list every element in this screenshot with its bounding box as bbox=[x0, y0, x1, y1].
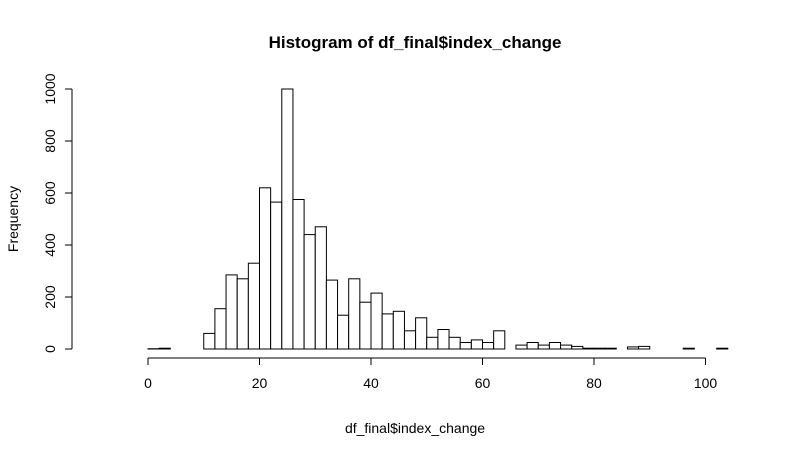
histogram-bar bbox=[325, 279, 339, 350]
y-tick-label: 0 bbox=[42, 345, 58, 353]
histogram-bar bbox=[158, 347, 171, 350]
histogram-bar bbox=[348, 278, 361, 350]
histogram-bar bbox=[225, 274, 238, 350]
histogram-bar bbox=[370, 292, 383, 350]
histogram-bar bbox=[716, 347, 729, 350]
x-tick-label: 40 bbox=[363, 375, 379, 391]
histogram-bar bbox=[493, 330, 506, 350]
histogram-bar bbox=[448, 336, 461, 350]
histogram-bar bbox=[292, 199, 305, 350]
histogram-bar bbox=[337, 314, 350, 350]
histogram-bar bbox=[314, 226, 327, 350]
x-tick-label: 60 bbox=[475, 375, 491, 391]
histogram-bar bbox=[593, 347, 606, 350]
histogram-bar bbox=[459, 342, 472, 350]
histogram-bar bbox=[247, 262, 261, 350]
chart-title: Histogram of df_final$index_change bbox=[269, 33, 562, 52]
bars-group bbox=[147, 88, 729, 350]
x-tick-label: 80 bbox=[586, 375, 602, 391]
histogram-bar bbox=[515, 344, 528, 350]
histogram-bar bbox=[303, 234, 316, 350]
histogram-bar bbox=[548, 342, 562, 350]
y-tick-label: 800 bbox=[42, 129, 58, 153]
histogram-bar bbox=[682, 347, 695, 350]
histogram-bar bbox=[236, 278, 249, 350]
histogram-bar bbox=[426, 336, 439, 350]
histogram-bar bbox=[482, 342, 495, 350]
histogram-bar bbox=[259, 187, 272, 350]
histogram-bar bbox=[582, 347, 595, 350]
histogram-bar bbox=[537, 344, 550, 350]
x-tick-label: 100 bbox=[694, 375, 718, 391]
histogram-bar bbox=[560, 344, 573, 350]
histogram-bar bbox=[359, 301, 372, 350]
histogram-bar bbox=[470, 339, 484, 350]
histogram-bar bbox=[526, 342, 539, 350]
histogram-bar bbox=[392, 310, 405, 350]
y-axis-label: Frequency bbox=[5, 186, 21, 252]
histogram-bar bbox=[415, 317, 428, 350]
histogram-bar bbox=[214, 308, 227, 350]
y-tick-label: 600 bbox=[42, 181, 58, 205]
histogram-bar bbox=[638, 345, 651, 350]
histogram-bar bbox=[626, 346, 640, 350]
y-tick-label: 200 bbox=[42, 285, 58, 309]
histogram-bar bbox=[571, 345, 584, 350]
histogram-bar bbox=[437, 329, 450, 350]
y-tick-label: 400 bbox=[42, 233, 58, 257]
histogram-bar bbox=[281, 88, 294, 350]
x-tick-label: 20 bbox=[252, 375, 268, 391]
histogram-bar bbox=[203, 332, 216, 350]
histogram-bar bbox=[381, 313, 394, 350]
x-axis-label: df_final$index_change bbox=[345, 420, 485, 436]
histogram-bar bbox=[604, 347, 617, 350]
y-tick-label: 1000 bbox=[42, 73, 58, 104]
histogram-bar bbox=[270, 201, 283, 350]
histogram-bar bbox=[403, 330, 417, 350]
x-tick-label: 0 bbox=[144, 375, 152, 391]
